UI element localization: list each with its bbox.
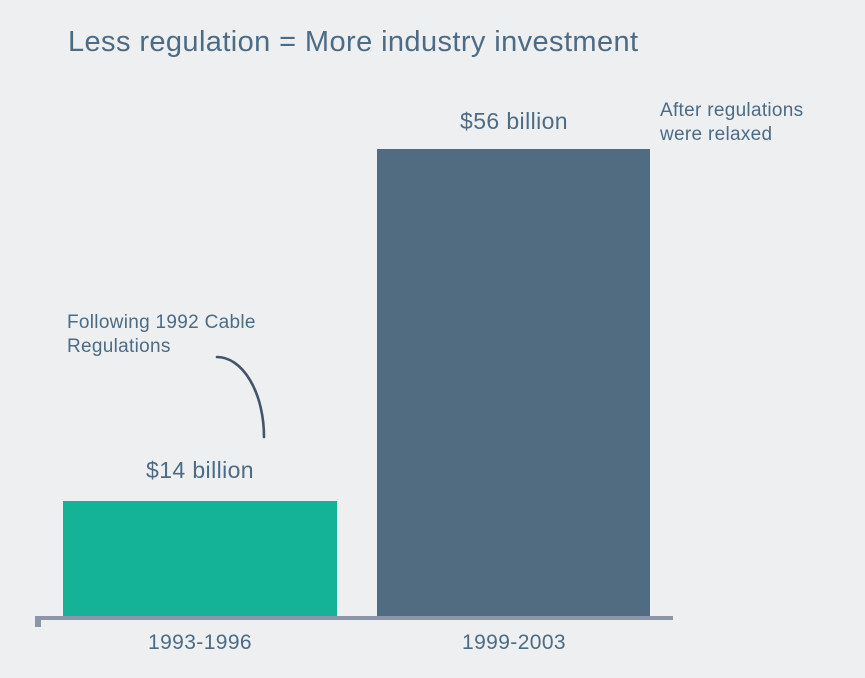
bar-1999-2003 (377, 149, 650, 618)
category-label-1993-1996: 1993-1996 (147, 631, 253, 654)
x-axis-line (35, 616, 673, 620)
annotation-after-regulations: After regulations were relaxed (660, 100, 804, 146)
x-axis-left-tick (35, 616, 41, 627)
bar-1993-1996 (63, 501, 337, 618)
annotation-following-1992: Following 1992 Cable Regulations (67, 312, 256, 358)
category-label-1999-2003: 1999-2003 (461, 631, 567, 654)
value-label-1993-1996: $14 billion (146, 457, 254, 483)
chart-title: Less regulation = More industry investme… (68, 26, 639, 58)
value-label-1999-2003: $56 billion (460, 108, 568, 134)
callout-curve-icon (215, 355, 266, 439)
